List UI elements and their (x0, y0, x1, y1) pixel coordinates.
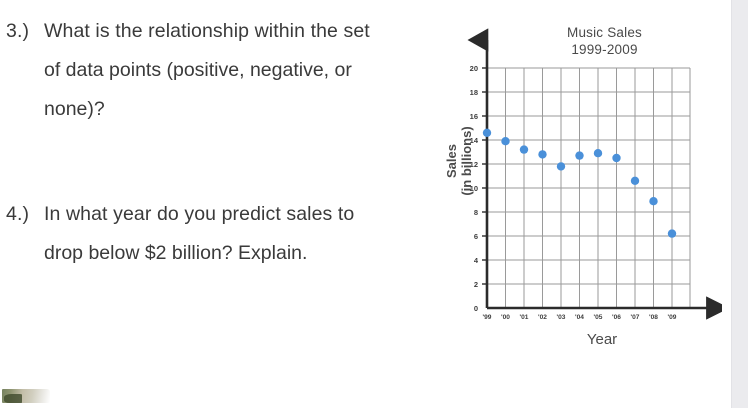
y-tick-label-14: 14 (470, 136, 479, 145)
data-point-07 (630, 176, 640, 185)
question-3-line-1: What is the relationship within the set (44, 20, 370, 42)
data-point-04 (575, 151, 584, 160)
x-tick-label-01: '01 (520, 314, 529, 321)
x-tick-label-02: '02 (538, 314, 547, 321)
vertical-gridlines (505, 68, 691, 308)
y-tick-label-20: 20 (470, 64, 478, 73)
page-corner-artifact-dark (4, 394, 22, 403)
question-3-number: 3.) (6, 20, 30, 42)
question-4-first-line: 4.) In what year do you predict sales to (6, 195, 436, 234)
x-tick-label-03: '03 (557, 314, 566, 321)
question-3-line-3: none)? (44, 98, 105, 120)
data-point-series (482, 128, 677, 238)
data-point-99 (482, 128, 492, 137)
x-tick-label-08: '08 (649, 314, 658, 321)
data-point-02 (538, 150, 547, 159)
x-tick-label-04: '04 (575, 314, 584, 321)
data-point-05 (593, 149, 603, 158)
y-tick-label-16: 16 (470, 112, 478, 121)
data-point-00 (501, 137, 510, 146)
chart-title-line-1: Music Sales (567, 25, 642, 40)
question-4-line-2: drop below $2 billion? Explain. (44, 242, 308, 264)
data-point-03 (556, 162, 566, 171)
x-tick-label-00: '00 (501, 314, 510, 321)
question-3: 3.) What is the relationship within the … (6, 12, 436, 129)
y-tick-label-12: 12 (470, 160, 478, 169)
y-tick-labels: 20 18 16 14 12 10 8 6 4 2 0 (470, 64, 479, 313)
y-tick-label-2: 2 (474, 280, 478, 289)
data-point-09 (667, 229, 677, 238)
question-3-line-2: of data points (positive, negative, or (44, 59, 352, 81)
answer-space-question-3 (6, 129, 436, 195)
chart-x-axis-label: Year (586, 331, 618, 348)
y-tick-label-0: 0 (474, 304, 478, 313)
y-tick-label-4: 4 (474, 256, 479, 265)
y-tick-label-8: 8 (474, 208, 478, 217)
data-point-01 (519, 145, 529, 154)
question-4-number: 4.) (6, 203, 30, 225)
question-4-line-1: In what year do you predict sales to (44, 203, 355, 225)
music-sales-scatter-chart: Music Sales 1999-2009 Sales (in billions… (432, 6, 722, 356)
data-point-08 (649, 197, 658, 206)
horizontal-gridlines (487, 67, 690, 285)
x-tick-label-06: '06 (612, 314, 621, 321)
chart-plot-svg: 20 18 16 14 12 10 8 6 4 2 0 '99 '00 '01 … (467, 28, 722, 321)
question-3-first-line: 3.) What is the relationship within the … (6, 12, 436, 51)
questions-panel: 3.) What is the relationship within the … (6, 12, 436, 273)
y-tick-label-10: 10 (470, 184, 478, 193)
chart-title: Music Sales 1999-2009 (492, 24, 717, 58)
y-tick-label-6: 6 (474, 232, 478, 241)
x-tick-labels: '99 '00 '01 '02 '03 '04 '05 '06 '07 '08 … (483, 314, 677, 321)
x-tick-label-09: '09 (668, 314, 677, 321)
y-tick-label-18: 18 (470, 88, 478, 97)
data-point-06 (612, 153, 621, 163)
chart-title-line-2: 1999-2009 (571, 42, 638, 57)
edge-divider (731, 0, 732, 408)
question-4: 4.) In what year do you predict sales to… (6, 195, 436, 273)
x-tick-label-05: '05 (594, 314, 603, 321)
y-tick-marks (482, 67, 487, 285)
x-tick-label-99: '99 (483, 314, 492, 321)
right-edge-strip (732, 0, 748, 408)
x-tick-label-07: '07 (631, 314, 640, 321)
